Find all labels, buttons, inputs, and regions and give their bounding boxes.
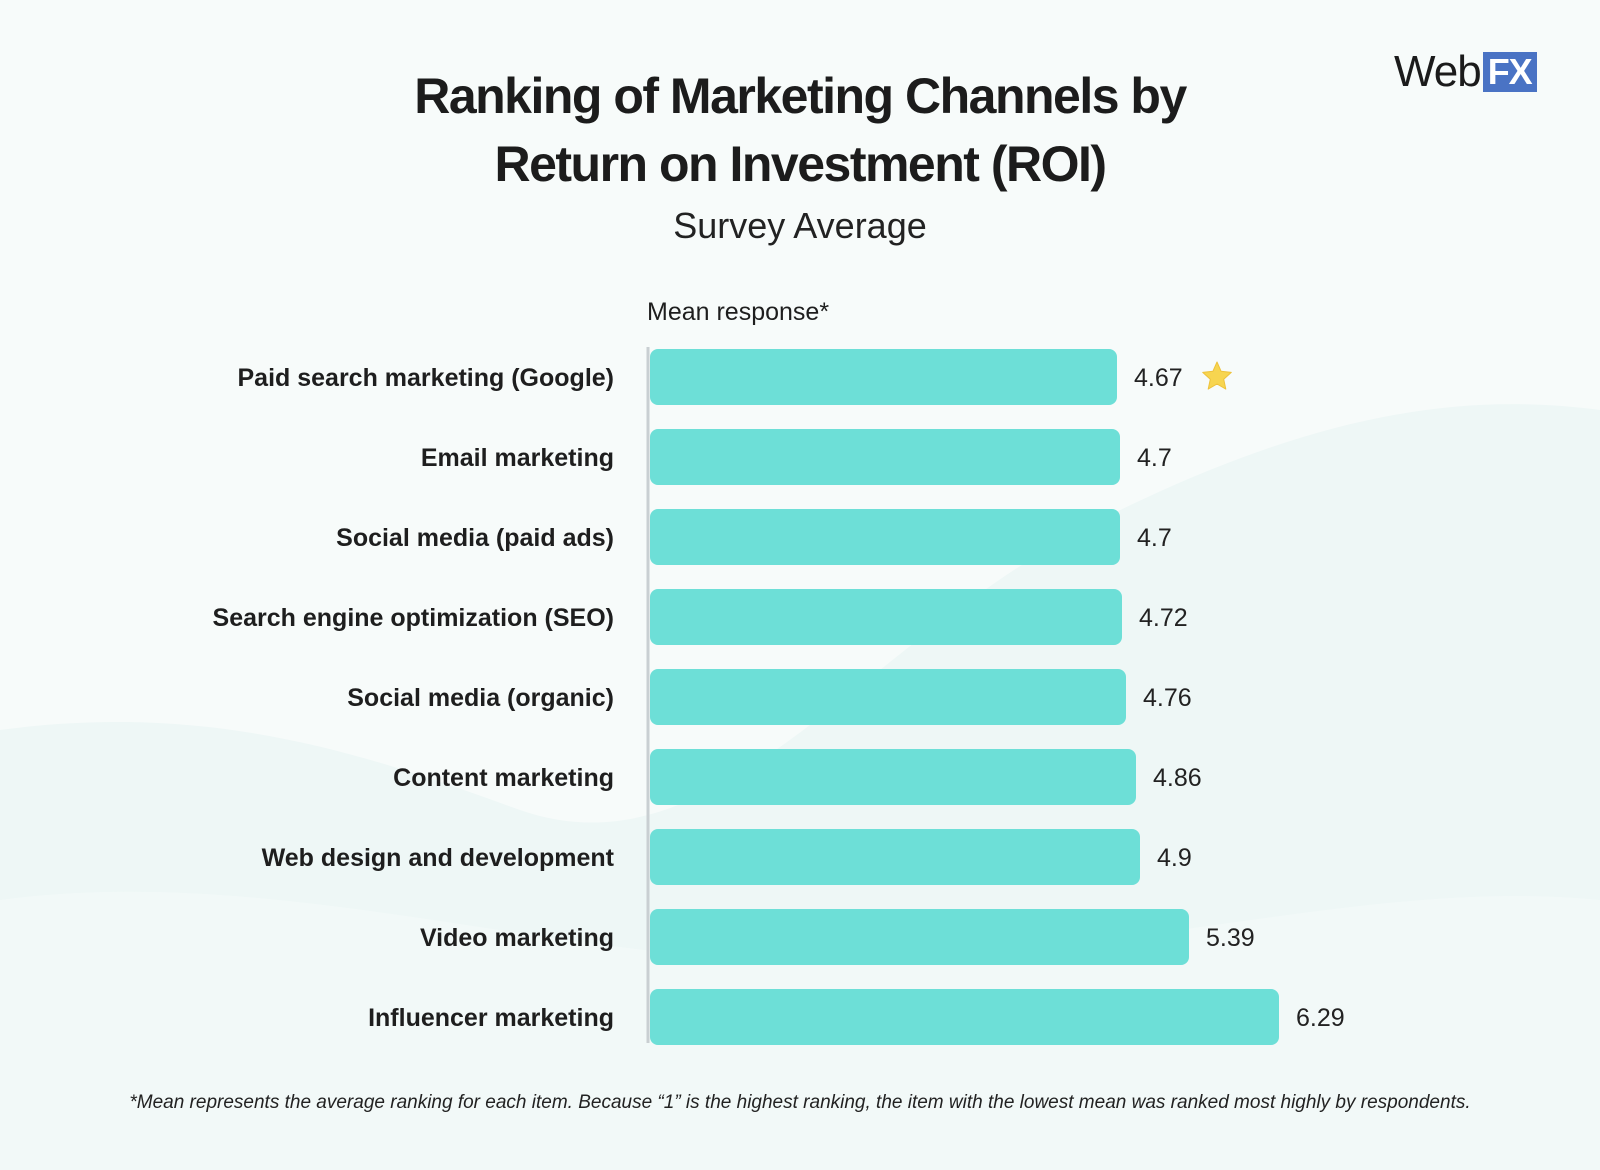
bar (650, 669, 1126, 725)
category-label: Social media (organic) (347, 684, 614, 712)
category-label: Social media (paid ads) (336, 524, 614, 552)
logo-web-text: Web (1394, 47, 1482, 96)
data-label: 4.86 (1153, 764, 1202, 792)
bar (650, 749, 1136, 805)
chart-subtitle: Survey Average (673, 205, 927, 246)
bar (650, 429, 1120, 485)
data-label: 4.67 (1134, 364, 1183, 392)
category-label: Influencer marketing (368, 1004, 614, 1032)
chart-title-line-1: Ranking of Marketing Channels by (414, 68, 1187, 124)
bar (650, 509, 1120, 565)
category-label: Video marketing (420, 924, 614, 952)
chart-title: Ranking of Marketing Channels by Return … (300, 62, 1300, 198)
value-axis-label: Mean response* (647, 298, 829, 326)
data-label: 4.7 (1137, 444, 1172, 472)
logo-fx-badge: FX (1482, 52, 1537, 92)
data-label: 5.39 (1206, 924, 1255, 952)
bar (650, 349, 1117, 405)
data-label: 4.76 (1143, 684, 1192, 712)
bar (650, 989, 1279, 1045)
bar (650, 829, 1140, 885)
bar (650, 909, 1189, 965)
data-label: 6.29 (1296, 1004, 1345, 1032)
category-label: Web design and development (262, 844, 615, 872)
footnote: *Mean represents the average ranking for… (129, 1092, 1471, 1113)
data-label: 4.72 (1139, 604, 1188, 632)
category-label: Email marketing (421, 444, 614, 472)
category-label: Search engine optimization (SEO) (213, 604, 614, 632)
star-icon (1202, 361, 1232, 390)
data-label: 4.7 (1137, 524, 1172, 552)
bar (650, 589, 1122, 645)
data-label: 4.9 (1157, 844, 1192, 872)
webfx-logo: Web FX (1394, 50, 1537, 94)
category-label: Content marketing (393, 764, 614, 792)
category-label: Paid search marketing (Google) (238, 364, 615, 392)
bars-group: Paid search marketing (Google) 4.67 Email … (213, 349, 1345, 1045)
chart-title-line-2: Return on Investment (ROI) (494, 136, 1107, 192)
